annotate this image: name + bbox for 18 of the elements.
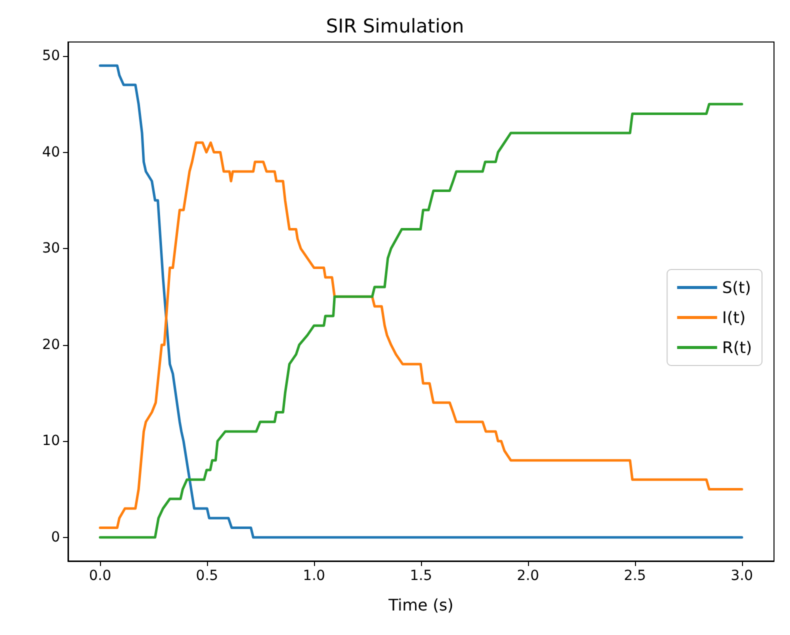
x-tick-label: 3.0 [730,568,754,584]
x-axis-title: Time (s) [387,596,454,614]
y-tick-label: 0 [51,529,60,546]
y-tick-label: 50 [42,48,60,64]
y-tick-label: 40 [42,144,60,160]
legend-label: S(t) [722,278,752,297]
y-tick-label: 10 [42,433,60,450]
y-tick-label: 20 [42,336,60,353]
x-tick-label: 1.0 [302,568,326,584]
x-tick-label: 0.0 [88,568,112,584]
x-tick-label: 1.5 [410,568,432,584]
legend-label: I(t) [722,308,746,327]
y-tick-label: 30 [42,240,60,257]
chart-title: SIR Simulation [326,16,464,38]
x-tick-label: 2.0 [516,568,540,584]
x-tick-label: 2.5 [624,568,646,584]
legend-label: R(t) [722,338,752,357]
x-tick-label: 0.5 [196,568,218,584]
